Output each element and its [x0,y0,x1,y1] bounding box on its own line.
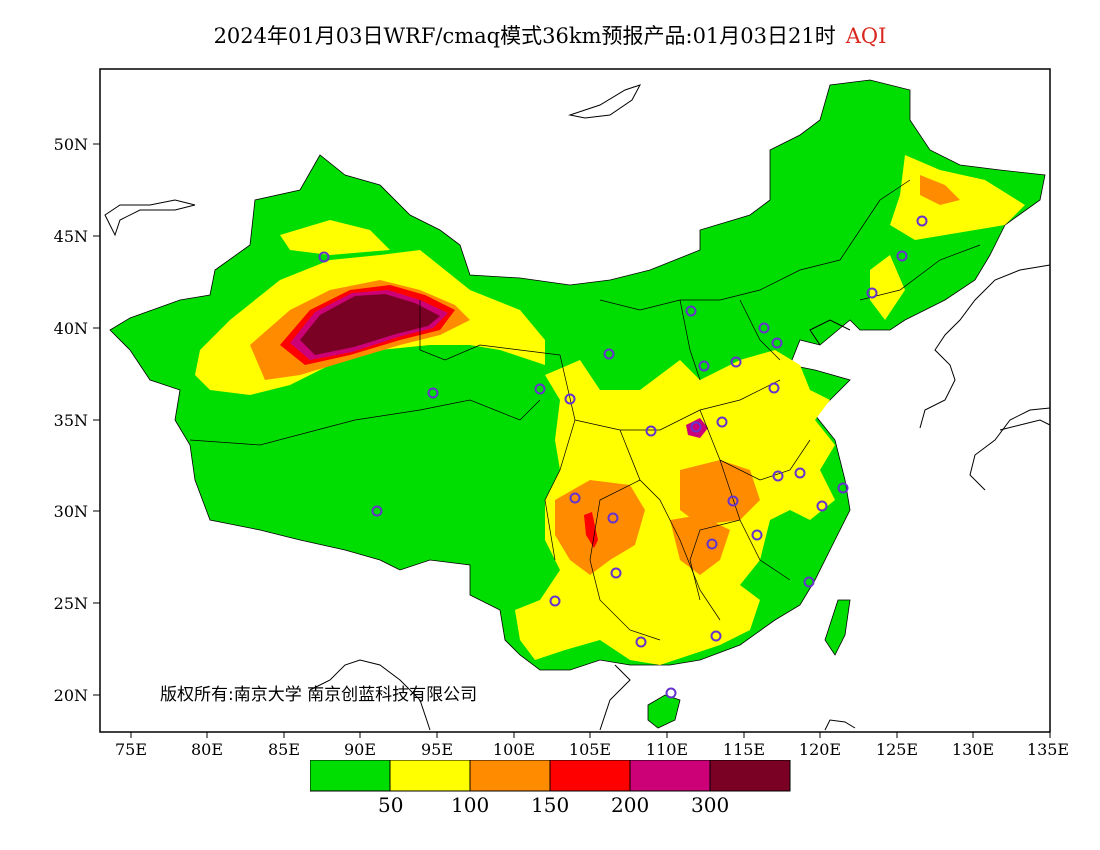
station-marker [866,287,878,299]
y-tick-label: 35N [54,411,88,430]
x-tick-label: 80E [191,740,223,759]
station-marker [635,636,647,648]
aqi-region-unhealthy-sichuan [584,512,598,548]
neighbor-coastlines [104,84,1051,731]
x-tick-label: 120E [799,740,841,759]
x-tick-label: 75E [115,740,147,759]
map-title: 2024年01月03日WRF/cmaq模式36km预报产品:01月03日21时 A… [0,20,1100,50]
station-marker [534,383,546,395]
x-tick-label: 85E [268,740,300,759]
taiwan-island [824,599,851,656]
y-tick-label: 25N [54,594,88,613]
x-tick-label: 130E [952,740,994,759]
hainan-island [647,694,681,729]
aqi-legend-bar [310,760,791,792]
station-marker [371,505,383,517]
station-marker [549,595,561,607]
station-marker [318,251,330,263]
station-marker [803,576,815,588]
station-marker [771,337,783,349]
x-tick-label: 90E [344,740,376,759]
copyright-notice: 版权所有:南京大学 南京创蓝科技有限公司 [160,685,478,705]
station-markers [318,215,928,699]
y-tick-label: 40N [54,319,88,338]
aqi-region-usg-ne [920,175,960,205]
aqi-region-moderate-east [515,350,835,665]
station-marker [768,382,780,394]
station-marker [690,421,702,433]
station-marker [603,348,615,360]
legend-label: 150 [531,793,570,817]
legend-label: 50 [378,793,404,817]
y-axis-labels: 50N 45N 40N 35N 30N 25N 20N [54,135,88,705]
legend-swatch [709,760,791,792]
x-tick-label: 105E [569,740,611,759]
y-tick-label: 20N [54,686,88,705]
x-tick-label: 125E [876,740,918,759]
x-tick-label: 110E [646,740,688,759]
aqi-region-hazardous-tarim [300,294,440,355]
station-marker [610,567,622,579]
station-marker [698,360,710,372]
station-marker [837,482,849,494]
station-marker [730,356,742,368]
station-marker [710,630,722,642]
station-marker [816,500,828,512]
station-marker [685,305,697,317]
x-axis-labels: 75E 80E 85E 90E 95E 100E 105E 110E 115E … [115,740,1069,759]
station-marker [758,322,770,334]
station-marker [665,687,677,699]
station-marker [794,467,806,479]
legend-label: 300 [691,793,730,817]
x-tick-label: 100E [493,740,535,759]
legend-swatch [549,760,631,792]
y-tick-label: 45N [54,227,88,246]
legend-swatch [389,760,471,792]
station-marker [564,393,576,405]
aqi-region-moderate-north [280,220,390,255]
station-marker [916,215,928,227]
station-marker [607,512,619,524]
x-tick-label: 115E [723,740,765,759]
station-marker [727,495,739,507]
station-marker [716,416,728,428]
aqi-region-moderate-ne2 [870,255,905,320]
station-marker [706,538,718,550]
x-tick-label: 135E [1027,740,1069,759]
station-marker [645,425,657,437]
title-main: 2024年01月03日WRF/cmaq模式36km预报产品:01月03日21时 [213,24,836,48]
aqi-region-hotspot-henan [686,418,708,438]
station-marker [427,387,439,399]
aqi-region-usg-sichuan [555,480,645,575]
x-tick-label: 95E [421,740,453,759]
station-marker [772,470,784,482]
title-variable: AQI [845,24,887,48]
axis-ticks [93,143,1051,738]
station-marker [569,492,581,504]
legend-swatch [469,760,551,792]
legend-swatch [310,760,391,792]
y-tick-label: 50N [54,135,88,154]
province-borders [189,179,981,641]
aqi-region-usg-hunan [670,515,730,575]
station-marker [751,529,763,541]
legend-label: 100 [451,793,490,817]
aqi-region-usg-central [680,460,760,525]
station-marker [896,250,908,262]
legend-label: 200 [611,793,650,817]
y-tick-label: 30N [54,502,88,521]
legend-swatch [629,760,711,792]
